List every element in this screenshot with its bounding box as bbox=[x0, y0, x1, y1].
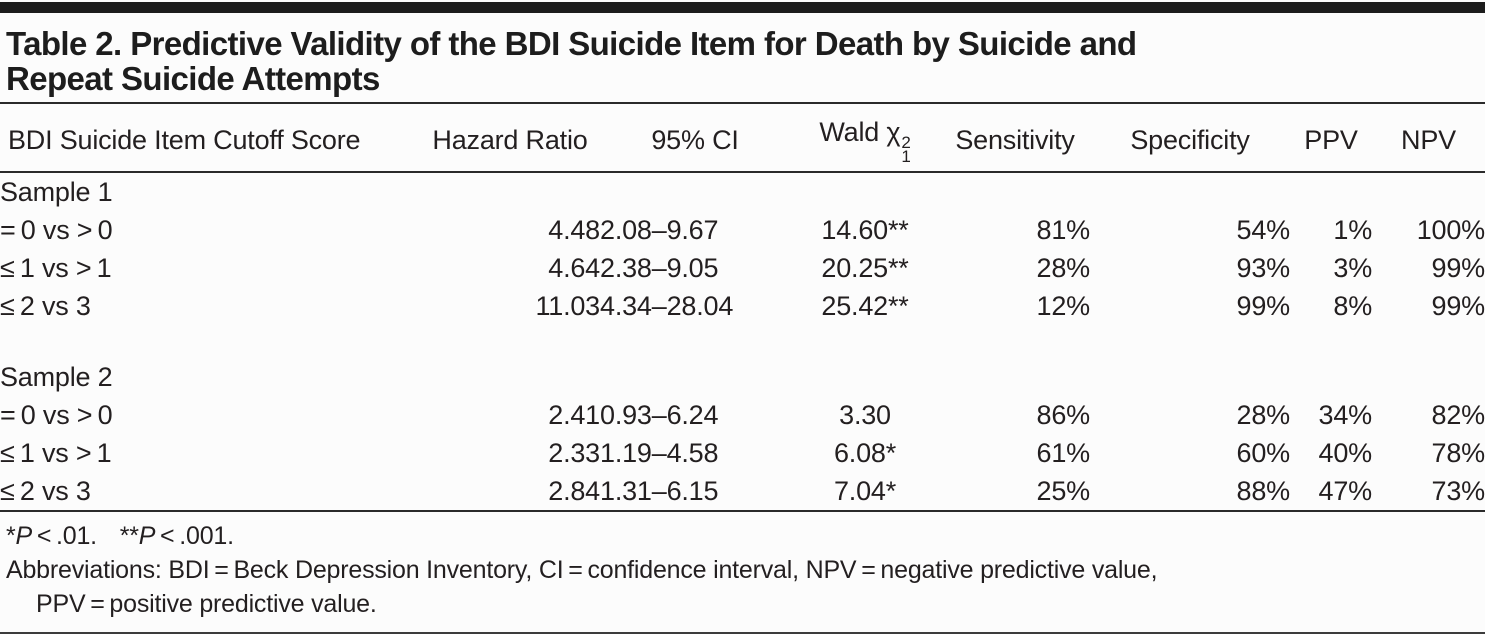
cell-sensitivity: 25% bbox=[940, 472, 1090, 512]
cell-wald: 14.60** bbox=[821, 215, 909, 245]
table-row: ≤ 2 vs 3 2.84 1.31–6.15 7.04* 25% 88% 47… bbox=[0, 472, 1485, 512]
table-row: ≤ 1 vs > 1 2.33 1.19–4.58 6.08* 61% 60% … bbox=[0, 434, 1485, 472]
cell-cutoff: ≤ 2 vs 3 bbox=[0, 291, 91, 321]
cell-ppv: 1% bbox=[1333, 215, 1372, 245]
col-header-hazard-ratio: Hazard Ratio bbox=[420, 102, 600, 173]
cell-sensitivity: 61% bbox=[1036, 438, 1091, 468]
cell-cutoff: ≤ 1 vs > 1 bbox=[0, 253, 112, 283]
cell-specificity: 60% bbox=[1236, 438, 1291, 468]
cell-wald: 3.30 bbox=[839, 400, 891, 430]
cell-npv: 99% bbox=[1431, 291, 1485, 321]
cell-sensitivity: 81% bbox=[1036, 215, 1091, 245]
cell-specificity: 99% bbox=[1236, 291, 1291, 321]
sig-threshold: < .01. bbox=[32, 522, 97, 550]
col-header-cutoff: BDI Suicide Item Cutoff Score bbox=[0, 102, 420, 173]
cell-npv: 73% bbox=[1372, 472, 1485, 512]
cell-hazard-ratio: 2.41 bbox=[548, 400, 600, 430]
cell-wald: 20.25** bbox=[821, 253, 909, 283]
cell-hazard-ratio: 2.84 bbox=[420, 472, 600, 512]
cell-sensitivity: 86% bbox=[1036, 400, 1091, 430]
cell-npv: 78% bbox=[1431, 438, 1485, 468]
table-row: ≤ 2 vs 3 11.03 4.34–28.04 25.42** 12% 99… bbox=[0, 287, 1485, 325]
sig-star: * bbox=[6, 522, 16, 550]
cell-ppv: 40% bbox=[1318, 438, 1373, 468]
table-title-line2: Repeat Suicide Attempts bbox=[6, 60, 380, 97]
section-label: Sample 2 bbox=[0, 362, 113, 392]
cell-hazard-ratio: 2.33 bbox=[548, 438, 600, 468]
data-table: BDI Suicide Item Cutoff Score Hazard Rat… bbox=[0, 102, 1485, 512]
cell-ci: 1.31–6.15 bbox=[600, 472, 790, 512]
cell-ppv: 34% bbox=[1318, 400, 1373, 430]
cell-npv: 82% bbox=[1431, 400, 1485, 430]
col-header-npv: NPV bbox=[1372, 102, 1485, 173]
cell-ci: 1.19–4.58 bbox=[600, 438, 719, 468]
cell-ci: 0.93–6.24 bbox=[600, 400, 719, 430]
section-label-row: Sample 2 bbox=[0, 358, 1485, 396]
cell-hazard-ratio: 4.64 bbox=[548, 253, 600, 283]
sig-threshold: < .001. bbox=[155, 522, 234, 550]
wald-subscript: 1 bbox=[901, 147, 911, 166]
table-row: = 0 vs > 0 4.48 2.08–9.67 14.60** 81% 54… bbox=[0, 211, 1485, 249]
section-spacer bbox=[0, 325, 1485, 358]
sig-entry: *P < .01. bbox=[6, 522, 97, 550]
wald-label: Wald χ bbox=[819, 117, 901, 147]
col-header-ppv: PPV bbox=[1290, 102, 1372, 173]
cell-wald: 7.04* bbox=[790, 472, 940, 512]
cell-cutoff: ≤ 1 vs > 1 bbox=[0, 438, 112, 468]
col-header-ci: 95% CI bbox=[600, 102, 790, 173]
cell-ppv: 47% bbox=[1290, 472, 1372, 512]
cell-cutoff: = 0 vs > 0 bbox=[0, 400, 113, 430]
cell-npv: 100% bbox=[1416, 215, 1485, 245]
col-header-sensitivity: Sensitivity bbox=[940, 102, 1090, 173]
cell-sensitivity: 12% bbox=[1036, 291, 1091, 321]
table-title-line1: Table 2. Predictive Validity of the BDI … bbox=[6, 25, 1137, 62]
bottom-rule bbox=[0, 632, 1485, 634]
cell-hazard-ratio: 4.48 bbox=[548, 215, 600, 245]
header-row: BDI Suicide Item Cutoff Score Hazard Rat… bbox=[0, 102, 1485, 173]
cell-npv: 99% bbox=[1431, 253, 1485, 283]
table-footnotes: *P < .01. **P < .001. Abbreviations: BDI… bbox=[0, 512, 1485, 621]
top-rule bbox=[0, 2, 1485, 13]
table-row: = 0 vs > 0 2.41 0.93–6.24 3.30 86% 28% 3… bbox=[0, 396, 1485, 434]
table-row: ≤ 1 vs > 1 4.64 2.38–9.05 20.25** 28% 93… bbox=[0, 249, 1485, 287]
cell-sensitivity: 28% bbox=[1036, 253, 1091, 283]
abbreviations-note-line1: Abbreviations: BDI = Beck Depression Inv… bbox=[6, 556, 1158, 584]
section-label: Sample 1 bbox=[0, 177, 113, 207]
significance-note: *P < .01. **P < .001. bbox=[6, 519, 1477, 553]
cell-ci: 2.08–9.67 bbox=[600, 215, 719, 245]
cell-hazard-ratio: 11.03 bbox=[535, 291, 600, 321]
cell-specificity: 28% bbox=[1236, 400, 1291, 430]
table-title: Table 2. Predictive Validity of the BDI … bbox=[0, 13, 1485, 102]
cell-ppv: 8% bbox=[1333, 291, 1372, 321]
cell-cutoff: ≤ 2 vs 3 bbox=[0, 472, 420, 512]
cell-specificity: 54% bbox=[1236, 215, 1291, 245]
sig-p: P bbox=[138, 522, 156, 550]
cell-ppv: 3% bbox=[1333, 253, 1372, 283]
cell-wald: 6.08* bbox=[833, 438, 897, 468]
sig-entry: **P < .001. bbox=[120, 522, 234, 550]
section-label-row: Sample 1 bbox=[0, 172, 1485, 211]
cell-specificity: 88% bbox=[1090, 472, 1290, 512]
col-header-specificity: Specificity bbox=[1090, 102, 1290, 173]
abbreviations-note-line2: PPV = positive predictive value. bbox=[36, 590, 377, 618]
cell-wald: 25.42** bbox=[821, 291, 909, 321]
cell-specificity: 93% bbox=[1236, 253, 1291, 283]
wald-superscript: 2 bbox=[901, 133, 911, 152]
cell-cutoff: = 0 vs > 0 bbox=[0, 215, 113, 245]
sig-star: ** bbox=[119, 522, 139, 550]
cell-ci: 4.34–28.04 bbox=[600, 291, 734, 321]
sig-p: P bbox=[15, 522, 33, 550]
cell-ci: 2.38–9.05 bbox=[600, 253, 719, 283]
